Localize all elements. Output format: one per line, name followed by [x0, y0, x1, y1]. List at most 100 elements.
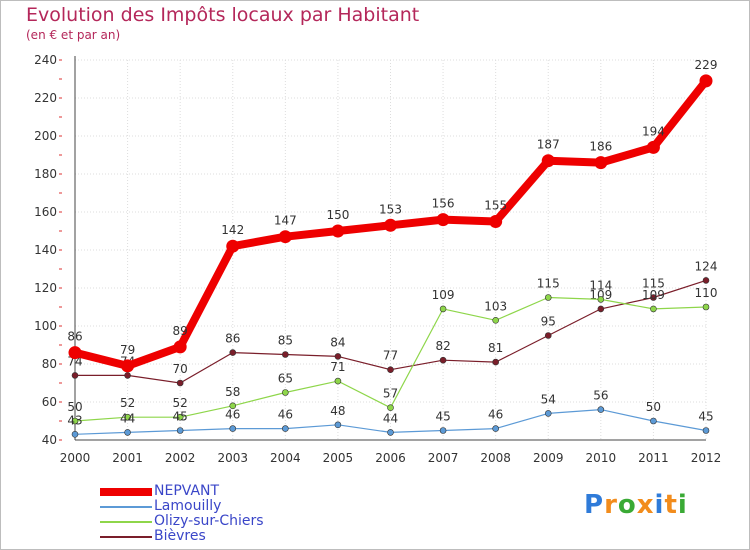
x-tick-label: 2009: [533, 451, 564, 465]
logo-letter: i: [677, 490, 688, 520]
y-tick-label: 220: [34, 91, 57, 105]
data-point: [492, 358, 499, 366]
x-tick-label: 2012: [691, 451, 722, 465]
data-point: [541, 154, 555, 168]
data-label: 114: [589, 278, 612, 292]
y-tick-label: 100: [34, 319, 57, 333]
data-label: 46: [225, 408, 240, 422]
data-point: [229, 402, 237, 410]
data-label: 147: [274, 214, 297, 228]
data-label: 44: [383, 411, 398, 425]
data-label: 109: [642, 288, 665, 302]
data-point: [71, 430, 79, 438]
logo-letter: x: [636, 490, 655, 520]
data-label: 46: [278, 408, 293, 422]
data-point: [439, 356, 447, 364]
data-label: 186: [589, 140, 612, 154]
data-point: [702, 427, 710, 434]
data-label: 56: [593, 389, 608, 403]
data-label: 71: [330, 360, 345, 374]
data-label: 50: [646, 400, 661, 414]
data-point: [492, 316, 499, 324]
data-label: 187: [537, 138, 560, 152]
logo-letter: r: [604, 490, 618, 520]
data-point: [282, 425, 289, 432]
y-tick-label: 180: [34, 167, 57, 181]
data-label: 52: [173, 396, 188, 410]
chart-subtitle: (en € et par an): [26, 28, 121, 42]
data-label: 86: [67, 330, 82, 344]
data-point: [439, 305, 447, 313]
data-label: 229: [695, 58, 718, 72]
data-point: [489, 215, 503, 228]
x-tick-label: 2010: [586, 451, 617, 465]
data-label: 81: [488, 341, 503, 355]
legend-swatch: [100, 535, 152, 538]
data-point: [282, 389, 289, 396]
data-label: 48: [330, 404, 345, 418]
data-label: 85: [278, 334, 293, 348]
data-point: [278, 230, 292, 244]
data-label: 77: [383, 349, 398, 363]
chart-title: Evolution des Impôts locaux par Habitant: [26, 4, 420, 26]
data-point: [384, 218, 397, 232]
data-label: 74: [67, 354, 82, 368]
legend-label: Lamouilly: [154, 498, 222, 514]
data-point: [124, 413, 131, 421]
x-tick-label: 2000: [60, 451, 91, 465]
data-point: [71, 372, 79, 379]
data-label: 89: [173, 324, 188, 338]
x-tick-label: 2008: [480, 451, 511, 465]
data-point: [176, 413, 184, 421]
data-point: [699, 74, 713, 88]
data-point: [226, 239, 240, 253]
legend-label: Bièvres: [154, 528, 206, 544]
data-point: [387, 404, 394, 412]
data-label: 109: [589, 288, 612, 302]
data-label: 50: [67, 400, 82, 414]
data-label: 115: [537, 277, 560, 291]
legend-label: Olizy-sur-Chiers: [154, 513, 264, 529]
data-label: 57: [383, 387, 398, 401]
data-point: [650, 417, 657, 425]
data-point: [436, 213, 450, 227]
data-point: [544, 410, 552, 417]
logo-letter: i: [654, 490, 665, 520]
data-point: [597, 305, 605, 313]
data-label: 124: [695, 259, 718, 273]
x-tick-label: 2003: [217, 451, 248, 465]
logo-letter: P: [584, 490, 605, 520]
data-point: [176, 379, 184, 387]
data-label: 82: [435, 339, 450, 353]
data-point: [387, 366, 394, 374]
data-label: 86: [225, 332, 240, 346]
data-label: 194: [642, 124, 665, 138]
legend-item: Lamouilly: [100, 499, 264, 514]
legend-item: Bièvres: [100, 529, 264, 544]
legend-swatch: [100, 487, 152, 496]
data-point: [544, 294, 552, 301]
data-point: [597, 406, 605, 413]
data-label: 95: [541, 315, 556, 329]
data-point: [334, 421, 342, 429]
y-tick-label: 160: [34, 205, 57, 219]
x-tick-label: 2005: [323, 451, 354, 465]
data-point: [176, 427, 184, 434]
data-label: 43: [67, 413, 82, 427]
data-point: [71, 417, 79, 425]
data-label: 44: [120, 411, 135, 425]
data-label: 65: [278, 372, 293, 386]
legend: NEPVANT Lamouilly Olizy-sur-Chiers Bièvres: [100, 484, 264, 544]
y-tick-label: 120: [34, 281, 57, 295]
data-point: [492, 425, 499, 432]
x-tick-label: 2002: [165, 451, 196, 465]
data-label: 52: [120, 396, 135, 410]
legend-item: Olizy-sur-Chiers: [100, 514, 264, 529]
data-label: 103: [484, 299, 507, 313]
data-label: 150: [326, 208, 349, 222]
data-point: [702, 277, 710, 284]
legend-swatch: [100, 520, 152, 523]
data-label: 153: [379, 202, 402, 216]
data-point: [387, 429, 394, 436]
